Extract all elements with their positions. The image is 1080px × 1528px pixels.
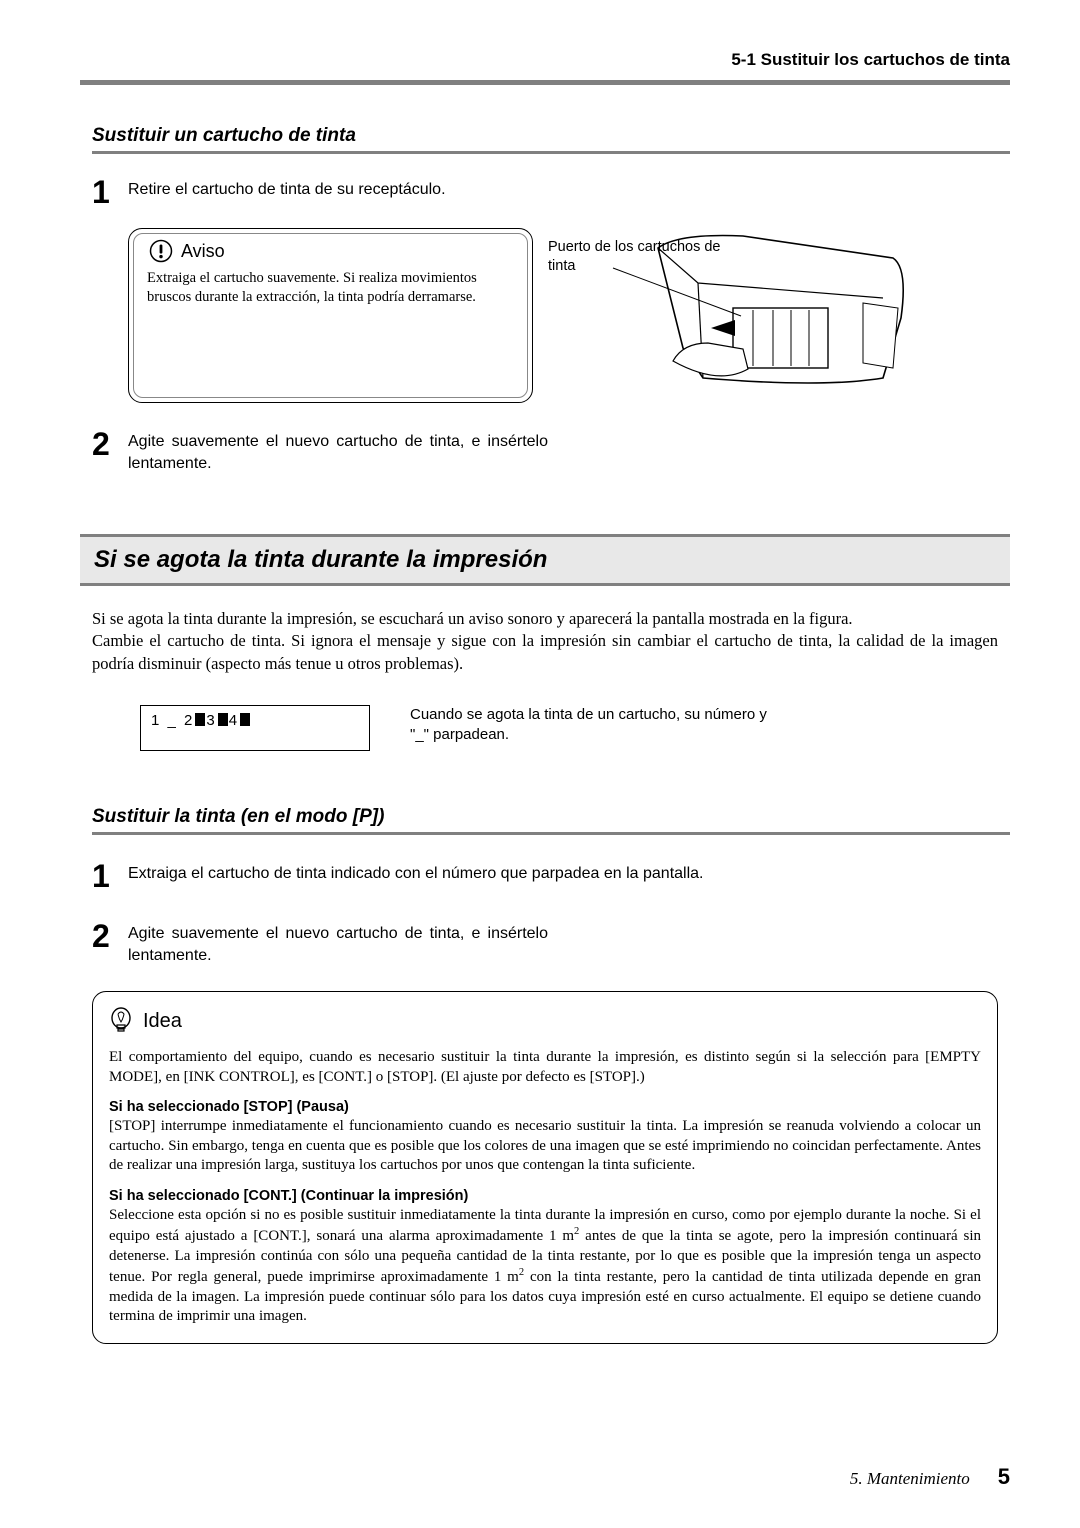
step-number: 2 <box>92 920 128 952</box>
step-1: 1 Retire el cartucho de tinta de su rece… <box>92 176 998 208</box>
notice-label: Aviso <box>181 241 225 262</box>
step-number: 1 <box>92 176 128 208</box>
lcd-text: 1 _ 234 <box>151 712 251 729</box>
figure-caption: Puerto de los cartuchos de tinta <box>548 238 728 276</box>
idea-sub-stop: Si ha seleccionado [STOP] (Pausa) <box>109 1099 981 1115</box>
step-b1: 1 Extraiga el cartucho de tinta indicado… <box>92 860 998 892</box>
alert-icon <box>149 239 173 263</box>
figure-row: Aviso Extraiga el cartucho suavemente. S… <box>128 228 1010 403</box>
printer-figure: Puerto de los cartuchos de tinta <box>563 228 913 403</box>
body-paragraph: Si se agota la tinta durante la impresió… <box>92 608 998 675</box>
step-text: Extraiga el cartucho de tinta indicado c… <box>128 860 998 885</box>
notice-box: Aviso Extraiga el cartucho suavemente. S… <box>128 228 533 403</box>
idea-label: Idea <box>143 1010 182 1033</box>
step-b2: 2 Agite suavemente el nuevo cartucho de … <box>92 920 998 966</box>
idea-intro: El comportamiento del equipo, cuando es … <box>109 1048 981 1087</box>
step-text: Retire el cartucho de tinta de su recept… <box>128 176 998 201</box>
lcd-caption: Cuando se agota la tinta de un cartucho,… <box>410 705 790 746</box>
notice-body: Extraiga el cartucho suavemente. Si real… <box>143 269 518 307</box>
main-heading: Si se agota la tinta durante la impresió… <box>80 534 1010 586</box>
lcd-row: 1 _ 234 Cuando se agota la tinta de un c… <box>140 705 998 751</box>
idea-p-cont: Seleccione esta opción si no es posible … <box>109 1206 981 1327</box>
lcd-display: 1 _ 234 <box>140 705 370 751</box>
idea-p-stop: [STOP] interrumpe inmediatamente el func… <box>109 1117 981 1176</box>
step-text: Agite suavemente el nuevo cartucho de ti… <box>128 920 548 966</box>
step-2: 2 Agite suavemente el nuevo cartucho de … <box>92 428 998 474</box>
notice-title: Aviso <box>149 239 518 263</box>
header-rule <box>80 80 1010 85</box>
subheading-replace-cartridge: Sustituir un cartucho de tinta <box>92 125 1010 154</box>
footer-chapter: 5. Mantenimiento <box>850 1469 970 1489</box>
footer-page-number: 5 <box>998 1464 1010 1490</box>
idea-sub-cont: Si ha seleccionado [CONT.] (Continuar la… <box>109 1188 981 1204</box>
page-footer: 5. Mantenimiento 5 <box>850 1464 1010 1490</box>
main-heading-text: Si se agota la tinta durante la impresió… <box>94 546 996 574</box>
idea-box: Idea El comportamiento del equipo, cuand… <box>92 991 998 1344</box>
subheading-replace-ink-mode: Sustituir la tinta (en el modo [P]) <box>92 806 1010 835</box>
lightbulb-icon <box>109 1006 133 1036</box>
idea-title: Idea <box>109 1006 981 1036</box>
step-number: 2 <box>92 428 128 460</box>
step-text: Agite suavemente el nuevo cartucho de ti… <box>128 428 548 474</box>
section-header: 5-1 Sustituir los cartuchos de tinta <box>80 50 1010 70</box>
step-number: 1 <box>92 860 128 892</box>
